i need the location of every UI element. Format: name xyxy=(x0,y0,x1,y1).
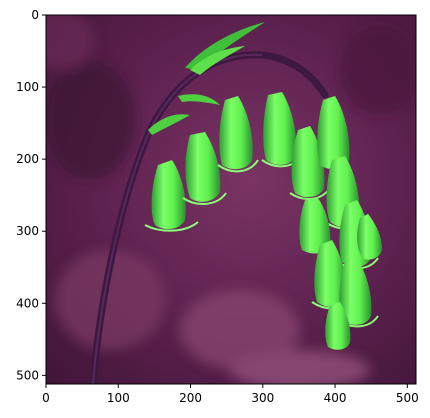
plot-frame xyxy=(45,14,417,385)
y-tick-label: 100 xyxy=(16,80,39,94)
x-tick-label: 100 xyxy=(107,391,130,405)
y-tick-label: 200 xyxy=(16,152,39,166)
x-tick-label: 400 xyxy=(324,391,347,405)
x-tick-label: 200 xyxy=(179,391,202,405)
plot-image xyxy=(46,15,416,384)
x-tick-label: 300 xyxy=(251,391,274,405)
flower-bells xyxy=(144,92,382,350)
x-axis: 0 100 200 300 400 500 xyxy=(42,384,419,405)
x-tick-label: 500 xyxy=(396,391,419,405)
y-tick-label: 0 xyxy=(31,8,39,22)
y-tick-label: 500 xyxy=(16,368,39,382)
y-tick-label: 400 xyxy=(16,296,39,310)
y-tick-label: 300 xyxy=(16,224,39,238)
y-axis: 0 100 200 300 400 500 xyxy=(16,8,46,382)
x-tick-label: 0 xyxy=(42,391,50,405)
